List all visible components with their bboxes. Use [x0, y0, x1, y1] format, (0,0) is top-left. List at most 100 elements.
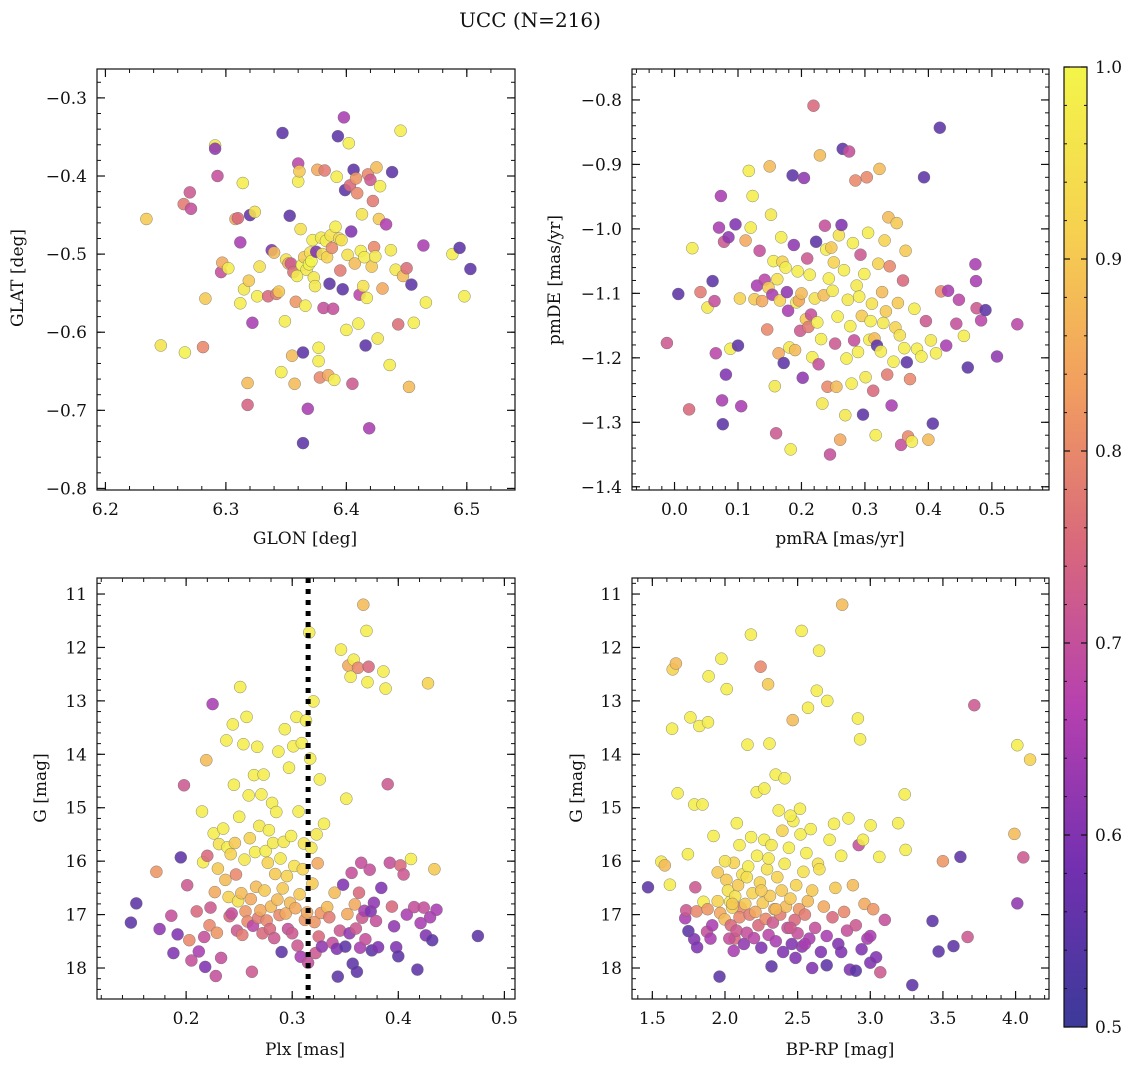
data-point	[719, 368, 733, 381]
data-point	[801, 895, 814, 908]
data-point	[952, 293, 966, 306]
data-point	[729, 218, 742, 231]
data-point	[371, 332, 384, 345]
data-point	[672, 287, 685, 301]
scatter-points	[140, 111, 477, 450]
data-point	[331, 129, 345, 143]
data-point	[216, 822, 230, 835]
y-tick-label: 17	[65, 906, 87, 926]
ylabel-pmde: pmDE [mas/yr]	[545, 215, 565, 345]
data-point	[831, 310, 844, 323]
y-tick-label: −1.1	[581, 284, 622, 304]
data-point	[775, 231, 788, 244]
data-point	[806, 961, 819, 975]
data-point	[293, 165, 306, 178]
x-tick-label: 4.0	[1002, 1009, 1029, 1029]
data-point	[313, 773, 326, 786]
data-point	[825, 241, 838, 254]
colorbar-tick-label: 0.5	[1095, 1018, 1122, 1038]
data-point	[232, 810, 246, 823]
x-tick-label: 6.2	[92, 500, 119, 520]
data-point	[357, 279, 370, 293]
data-point	[1008, 827, 1021, 841]
data-point	[227, 778, 241, 791]
data-point	[348, 898, 361, 911]
data-point	[296, 436, 310, 450]
x-tick-label: 1.5	[639, 1009, 666, 1029]
data-point	[248, 845, 262, 859]
data-point	[658, 859, 671, 872]
data-point	[744, 221, 757, 234]
data-point	[229, 868, 243, 881]
data-point	[764, 208, 778, 221]
data-point	[940, 339, 953, 352]
data-point	[885, 399, 898, 412]
x-tick-label: 0.3	[851, 500, 878, 520]
data-point	[969, 274, 983, 288]
data-point	[849, 174, 862, 187]
data-point	[820, 959, 833, 972]
data-point	[360, 291, 373, 305]
data-point	[270, 805, 283, 819]
data-point	[369, 914, 383, 928]
data-point	[826, 911, 839, 924]
data-point	[419, 296, 433, 309]
data-point	[245, 965, 259, 978]
data-point	[464, 262, 477, 276]
data-point	[924, 334, 938, 347]
colorbar-tick-label: 0.6	[1095, 826, 1122, 846]
data-point	[849, 919, 862, 932]
data-point	[746, 189, 759, 203]
data-point	[349, 922, 363, 935]
data-point	[784, 892, 797, 905]
data-point	[781, 304, 795, 317]
data-point	[867, 384, 880, 397]
data-point	[716, 418, 729, 431]
data-point	[331, 970, 344, 983]
y-tick-label: −0.9	[581, 155, 622, 175]
x-tick-label: 0.3	[279, 1009, 306, 1029]
data-point	[214, 951, 228, 965]
data-point	[853, 733, 867, 746]
scatter-points	[641, 598, 1037, 992]
data-point	[363, 422, 376, 435]
data-point	[747, 931, 761, 945]
data-point	[744, 628, 758, 641]
y-tick-label: 18	[600, 959, 622, 979]
data-point	[903, 372, 917, 386]
data-point	[262, 824, 276, 837]
data-point	[1023, 753, 1037, 766]
data-point	[837, 264, 851, 277]
data-point	[842, 812, 855, 825]
data-point	[292, 805, 305, 818]
data-point	[226, 718, 240, 731]
data-point	[681, 848, 695, 861]
data-point	[663, 878, 677, 891]
data-point	[291, 939, 304, 952]
data-point	[222, 262, 235, 275]
data-point	[239, 905, 252, 918]
y-tick-label: −1.0	[581, 220, 622, 240]
data-point	[932, 945, 945, 958]
data-point	[275, 365, 288, 379]
data-point	[242, 789, 255, 802]
data-point	[251, 740, 264, 753]
data-point	[228, 836, 242, 850]
data-point	[370, 161, 383, 174]
data-point	[224, 848, 237, 861]
data-point	[345, 866, 358, 880]
data-point	[301, 402, 314, 415]
data-point	[208, 142, 222, 155]
axes-frame	[96, 68, 516, 491]
data-point	[428, 863, 441, 876]
data-point	[334, 643, 348, 656]
data-point	[714, 189, 728, 203]
data-point	[826, 284, 839, 297]
data-point	[171, 928, 184, 941]
data-point	[849, 964, 862, 977]
data-point	[769, 903, 782, 916]
data-point	[775, 884, 788, 897]
data-point	[804, 822, 817, 836]
data-point	[990, 350, 1004, 363]
data-point	[706, 274, 719, 288]
